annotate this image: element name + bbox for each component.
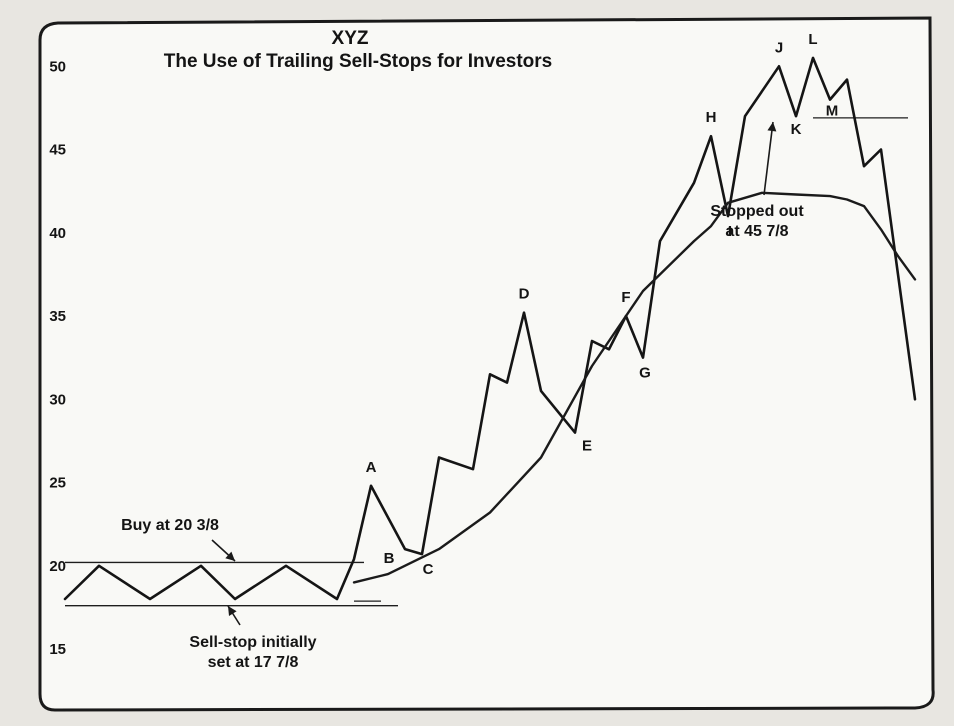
point-label-g: G <box>639 365 651 382</box>
point-label-m: M <box>826 103 839 120</box>
annotation-text: set at 17 7/8 <box>208 654 299 671</box>
y-tick-label: 25 <box>49 475 66 492</box>
annotation-arrowhead <box>228 606 237 617</box>
trailing-stop-curve-line <box>352 191 917 584</box>
point-label-k: K <box>791 121 802 138</box>
y-tick-label: 15 <box>49 641 66 658</box>
chart-subtitle: The Use of Trailing Sell-Stops for Inves… <box>164 51 553 72</box>
point-label-i: I <box>728 223 732 240</box>
point-label-e: E <box>582 438 592 455</box>
annotations: Buy at 20 3/8 Sell-stop initially set at 1… <box>121 121 804 671</box>
reference-lines <box>65 117 908 607</box>
annotation-arrow <box>763 121 774 196</box>
point-labels: A B C D E F G H I J K L M <box>366 31 839 578</box>
y-axis-ticks: 15 20 25 30 35 40 45 50 <box>49 58 66 658</box>
annotation-text: Stopped out <box>710 203 804 220</box>
series-lines <box>63 56 917 601</box>
point-label-j: J <box>775 39 783 56</box>
annotation-arrowhead <box>225 551 235 561</box>
point-label-f: F <box>621 289 630 306</box>
point-label-d: D <box>519 286 530 303</box>
y-tick-label: 45 <box>49 142 66 159</box>
y-tick-label: 40 <box>49 225 66 242</box>
price-line <box>63 56 917 601</box>
y-tick-label: 35 <box>49 308 66 325</box>
chart-frame <box>38 16 935 712</box>
point-label-l: L <box>808 31 817 48</box>
point-label-a: A <box>366 459 377 476</box>
annotation-text: Sell-stop initially <box>189 634 316 651</box>
y-tick-label: 50 <box>49 58 66 75</box>
annotation-text: Buy at 20 3/8 <box>121 517 219 534</box>
chart-title: XYZ <box>332 28 369 49</box>
annotation-arrowhead <box>767 122 777 132</box>
point-label-h: H <box>706 109 717 126</box>
point-label-c: C <box>423 561 434 578</box>
point-label-b: B <box>384 550 395 567</box>
y-tick-label: 30 <box>49 391 66 408</box>
annotation-text: at 45 7/8 <box>725 223 788 240</box>
y-tick-label: 20 <box>49 558 66 575</box>
